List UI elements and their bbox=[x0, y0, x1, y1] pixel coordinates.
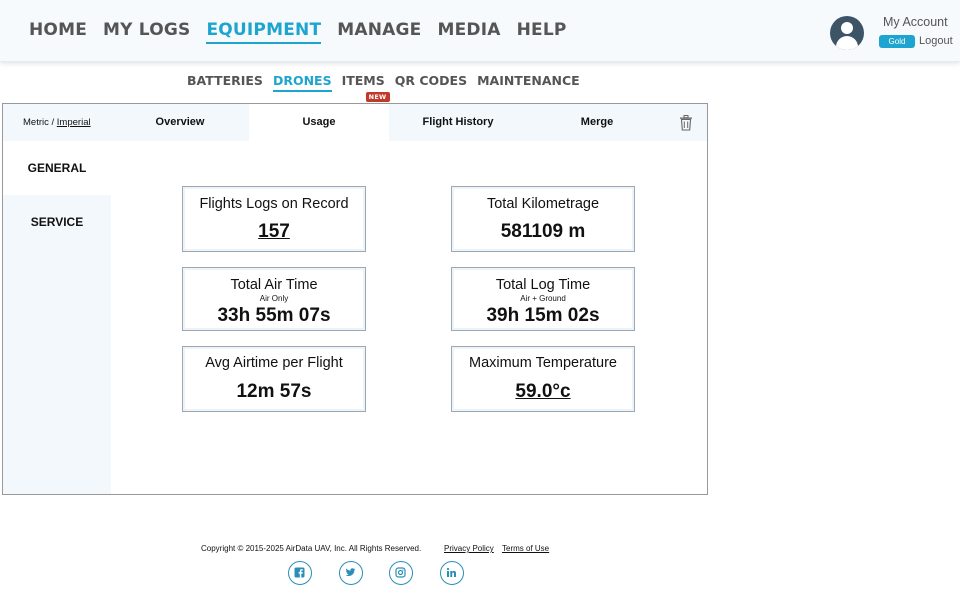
stat-label: Total Air Time bbox=[230, 277, 318, 293]
stat-value-max-temperature[interactable]: 59.0°c bbox=[515, 381, 571, 402]
privacy-policy-link[interactable]: Privacy Policy bbox=[444, 544, 494, 553]
subnav-items-label: ITEMS bbox=[341, 73, 385, 88]
main-nav: HOME MY LOGS EQUIPMENT MANAGE MEDIA HELP bbox=[29, 20, 567, 44]
subnav-drones[interactable]: DRONES bbox=[272, 73, 332, 92]
tab-row: Metric / Imperial Overview Usage Flight … bbox=[3, 104, 707, 141]
units-imperial[interactable]: Imperial bbox=[56, 117, 91, 128]
twitter-glyph bbox=[345, 568, 356, 576]
stat-sublabel: Air Only bbox=[259, 294, 289, 303]
stat-card-flight-logs: Flights Logs on Record 157 bbox=[182, 186, 366, 252]
stat-label: Flights Logs on Record bbox=[199, 196, 349, 212]
my-account-link[interactable]: My Account bbox=[883, 15, 948, 29]
nav-media[interactable]: MEDIA bbox=[437, 20, 501, 40]
subnav-maintenance[interactable]: MAINTENANCE bbox=[477, 73, 580, 88]
nav-equipment[interactable]: EQUIPMENT bbox=[206, 20, 322, 44]
copyright-text: Copyright © 2015-2025 AirData UAV, Inc. … bbox=[201, 544, 422, 553]
stat-value-air-time: 33h 55m 07s bbox=[217, 305, 331, 326]
instagram-glyph bbox=[395, 567, 406, 578]
avatar-body bbox=[836, 36, 858, 50]
stat-label: Maximum Temperature bbox=[468, 355, 617, 371]
tab-overview[interactable]: Overview bbox=[155, 116, 205, 128]
new-badge: NEW bbox=[365, 92, 390, 102]
stat-label: Total Kilometrage bbox=[486, 196, 600, 212]
subnav-batteries[interactable]: BATTERIES bbox=[187, 73, 263, 88]
sidebar-item-general[interactable]: GENERAL bbox=[3, 141, 111, 195]
sidebar-item-service[interactable]: SERVICE bbox=[30, 215, 84, 229]
nav-manage[interactable]: MANAGE bbox=[337, 20, 422, 40]
equipment-subnav: BATTERIES DRONES ITEMS NEW QR CODES MAIN… bbox=[187, 73, 580, 102]
stat-card-total-log-time: Total Log Time Air + Ground 39h 15m 02s bbox=[451, 267, 635, 331]
facebook-icon[interactable] bbox=[288, 561, 312, 585]
drone-usage-panel: Metric / Imperial Overview Usage Flight … bbox=[2, 103, 708, 495]
stat-value-flight-logs[interactable]: 157 bbox=[258, 221, 290, 242]
stat-card-avg-airtime: Avg Airtime per Flight 12m 57s bbox=[182, 346, 366, 412]
stat-card-total-kilometrage: Total Kilometrage 581109 m bbox=[451, 186, 635, 252]
stat-label: Avg Airtime per Flight bbox=[205, 355, 343, 371]
stat-value-log-time: 39h 15m 02s bbox=[486, 305, 600, 326]
stat-value-avg-airtime: 12m 57s bbox=[236, 381, 312, 402]
terms-of-use-link[interactable]: Terms of Use bbox=[502, 544, 550, 553]
stat-value-kilometrage: 581109 m bbox=[500, 221, 586, 242]
twitter-icon[interactable] bbox=[339, 561, 363, 585]
usage-sidebar: GENERAL SERVICE bbox=[3, 141, 111, 494]
stat-card-max-temperature: Maximum Temperature 59.0°c bbox=[451, 346, 635, 412]
trash-icon[interactable] bbox=[679, 115, 693, 131]
plan-badge: Gold bbox=[879, 35, 915, 48]
logout-link[interactable]: Logout bbox=[919, 35, 953, 47]
subnav-items[interactable]: ITEMS NEW bbox=[341, 73, 390, 102]
avatar-icon[interactable] bbox=[830, 16, 864, 50]
tab-usage[interactable]: Usage bbox=[249, 104, 389, 141]
tab-flight-history[interactable]: Flight History bbox=[422, 116, 494, 128]
nav-help[interactable]: HELP bbox=[516, 20, 567, 40]
stat-sublabel: Air + Ground bbox=[520, 294, 566, 303]
units-metric[interactable]: Metric bbox=[23, 117, 49, 128]
avatar-head bbox=[841, 22, 853, 34]
units-separator: / bbox=[51, 117, 55, 128]
units-toggle: Metric / Imperial bbox=[23, 117, 91, 128]
nav-home[interactable]: HOME bbox=[29, 20, 88, 40]
linkedin-icon[interactable] bbox=[440, 561, 464, 585]
stat-card-total-air-time: Total Air Time Air Only 33h 55m 07s bbox=[182, 267, 366, 331]
subnav-qr-codes[interactable]: QR CODES bbox=[394, 73, 468, 88]
facebook-glyph bbox=[294, 567, 305, 578]
instagram-icon[interactable] bbox=[389, 561, 413, 585]
stat-label: Total Log Time bbox=[495, 277, 591, 293]
tab-merge[interactable]: Merge bbox=[580, 116, 614, 128]
nav-my-logs[interactable]: MY LOGS bbox=[103, 20, 191, 40]
linkedin-glyph bbox=[446, 567, 456, 577]
top-bar: HOME MY LOGS EQUIPMENT MANAGE MEDIA HELP… bbox=[0, 0, 960, 62]
